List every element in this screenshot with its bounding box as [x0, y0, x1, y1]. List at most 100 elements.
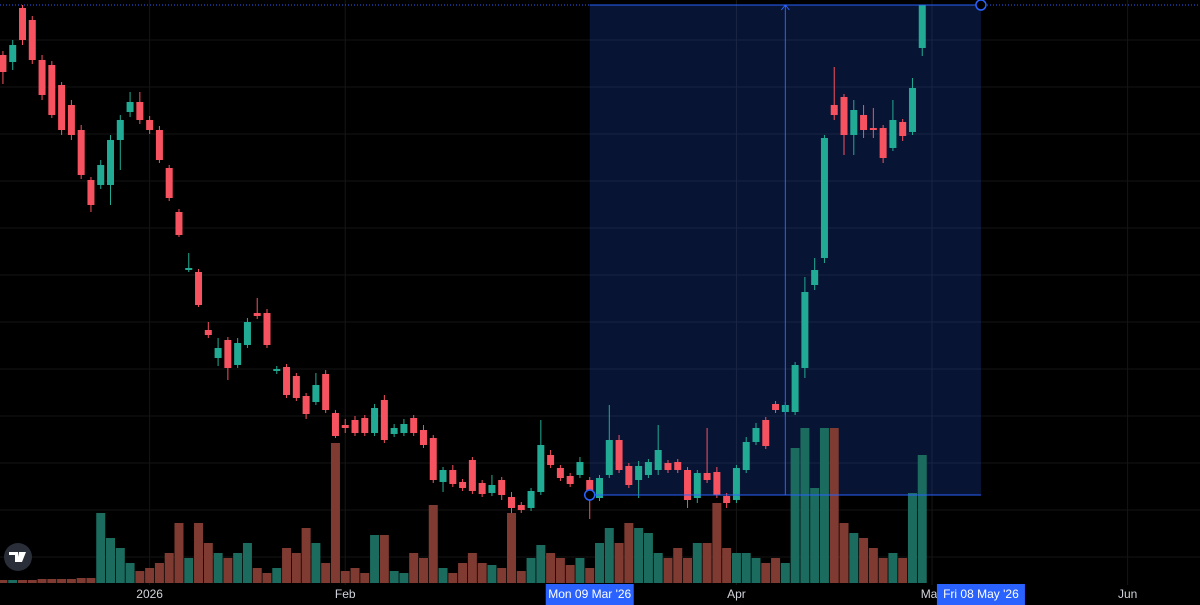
- volume-bar: [780, 563, 790, 583]
- volume-bar: [800, 428, 810, 583]
- volume-bar: [17, 580, 27, 583]
- volume-bar: [702, 543, 712, 583]
- volume-bar: [467, 553, 477, 583]
- candle-body: [351, 420, 359, 433]
- candle-body: [77, 130, 85, 175]
- volume-bar: [614, 543, 624, 583]
- volume-bar: [184, 558, 194, 583]
- volume-bar: [438, 568, 448, 583]
- volume-bar: [370, 535, 380, 583]
- candle-body: [791, 365, 799, 412]
- candle-body: [664, 463, 672, 470]
- volume-bar: [751, 558, 761, 583]
- candle-body: [498, 480, 506, 495]
- volume-bar: [546, 553, 556, 583]
- range-label: Fri 08 May '26: [943, 587, 1019, 601]
- volume-bar: [96, 513, 106, 583]
- candle-body: [713, 472, 721, 495]
- candle-body: [439, 470, 447, 482]
- candle-body: [918, 5, 926, 48]
- volume-bar: [242, 543, 252, 583]
- candle-body: [253, 313, 261, 316]
- candle-body: [380, 400, 388, 440]
- candle-body: [517, 505, 525, 510]
- candle-body: [312, 385, 320, 402]
- candle-body: [136, 102, 144, 120]
- volume-bar: [194, 523, 204, 583]
- volume-bar: [595, 543, 605, 583]
- volume-bar: [272, 568, 282, 583]
- volume-bar: [428, 505, 438, 583]
- candle-body: [18, 8, 26, 40]
- volume-bar: [115, 548, 125, 583]
- volume-bar: [282, 548, 292, 583]
- candle-body: [459, 482, 467, 488]
- volume-bar: [145, 568, 155, 583]
- candle-body: [107, 140, 115, 185]
- candle-body: [48, 65, 56, 115]
- candle-body: [830, 105, 838, 115]
- volume-bar: [516, 571, 526, 583]
- candle-body: [605, 440, 613, 475]
- volume-bar: [27, 580, 37, 583]
- volume-bar: [487, 565, 497, 583]
- candle-body: [635, 466, 643, 480]
- volume-bar: [585, 568, 595, 583]
- volume-bar: [458, 563, 468, 583]
- measure-arrow-head: [780, 4, 790, 11]
- candle-body: [322, 374, 330, 410]
- candle-body: [410, 418, 418, 433]
- volume-bar: [47, 579, 57, 583]
- volume-bar: [907, 493, 917, 583]
- volume-bar: [565, 565, 575, 583]
- candle-body: [762, 420, 770, 446]
- volume-bar: [418, 558, 428, 583]
- candle-body: [97, 165, 105, 185]
- volume-bar: [223, 558, 233, 583]
- candle-body: [116, 120, 124, 140]
- x-tick-label: Feb: [335, 587, 356, 601]
- volume-bar: [878, 558, 888, 583]
- volume-bar: [477, 563, 487, 583]
- volume-bar: [790, 448, 800, 583]
- candle-body: [869, 128, 877, 130]
- candle-body: [28, 20, 36, 60]
- candle-body: [850, 110, 858, 135]
- volume-bar: [653, 553, 663, 583]
- volume-bar: [624, 523, 634, 583]
- candle-body: [371, 408, 379, 433]
- volume-bar: [849, 533, 859, 583]
- candle-body: [165, 168, 173, 198]
- candle-body: [400, 424, 408, 433]
- candle-body: [341, 425, 349, 428]
- candle-body: [429, 438, 437, 480]
- candle-body: [527, 491, 535, 508]
- candle-body: [752, 428, 760, 442]
- volume-bar: [683, 558, 693, 583]
- volume-bar: [135, 571, 145, 583]
- volume-bar: [321, 563, 331, 583]
- volume-bar: [741, 553, 751, 583]
- candle-body: [507, 497, 515, 508]
- x-tick-label: 2026: [136, 587, 163, 601]
- candle-body: [723, 496, 731, 503]
- candle-body: [742, 442, 750, 470]
- volume-bar: [771, 558, 781, 583]
- candle-body: [468, 460, 476, 491]
- candle-body: [811, 270, 819, 285]
- candle-body: [732, 468, 740, 500]
- logo: [4, 543, 32, 571]
- candle-body: [214, 348, 222, 358]
- volume-bar: [829, 428, 839, 583]
- measure-handle: [975, 0, 987, 11]
- measure-handle: [583, 489, 596, 501]
- volume-bar: [360, 573, 370, 583]
- volume-bar: [673, 548, 683, 583]
- volume-bar: [57, 579, 67, 583]
- candle-body: [596, 478, 604, 498]
- volume-bar: [604, 528, 614, 583]
- volume-bar: [917, 455, 927, 583]
- candle-body: [302, 396, 310, 414]
- candle-body: [703, 473, 711, 480]
